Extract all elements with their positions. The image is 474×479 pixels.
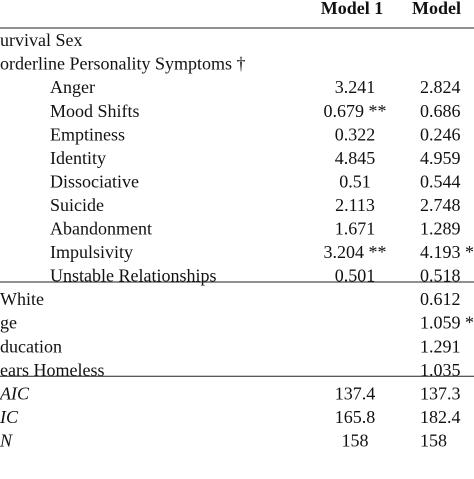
row-label: Abandonment (50, 219, 152, 239)
model2-cell: 158 (420, 430, 447, 450)
model2-cell: 2.748 (420, 195, 461, 215)
model2-cell: 1.059 * (420, 313, 474, 333)
row-label: urvival Sex (0, 30, 83, 50)
model2-cell: 182.4 (420, 407, 461, 427)
row-label: Impulsivity (50, 242, 133, 262)
row-label: ears Homeless (0, 360, 104, 380)
model2-cell: 4.959 (420, 148, 461, 168)
column-header: Model 1 (321, 0, 384, 18)
model1-cell: 158 (342, 430, 369, 450)
column-header: Model (412, 0, 461, 18)
model2-cell: 0.686 (420, 101, 461, 121)
model2-cell: 0.518 (420, 266, 461, 286)
model2-cell: 1.035 (420, 360, 461, 380)
row-label: N (0, 430, 13, 450)
model1-cell: 4.845 (335, 148, 376, 168)
model2-cell: 1.291 (420, 336, 461, 356)
row-label: IC (0, 407, 19, 427)
model1-cell: 2.113 (335, 195, 375, 215)
model1-cell: 0.679 ** (324, 101, 387, 121)
row-label: AIC (0, 383, 30, 403)
model1-cell: 3.241 (335, 77, 376, 97)
model2-cell: 0.544 (420, 171, 461, 191)
row-label: ducation (0, 336, 62, 356)
model2-cell: 0.246 (420, 124, 461, 144)
row-label: Dissociative (50, 171, 139, 191)
model2-cell: 1.289 (420, 219, 461, 239)
model1-cell: 165.8 (335, 407, 376, 427)
model1-cell: 0.51 (339, 171, 371, 191)
model1-cell: 0.322 (335, 124, 376, 144)
row-label: Anger (50, 77, 95, 97)
row-label: Unstable Relationships (50, 266, 216, 286)
model1-cell: 1.671 (335, 219, 376, 239)
row-label: ge (0, 313, 17, 333)
model2-cell: 0.612 (420, 289, 461, 309)
row-label: Mood Shifts (50, 101, 140, 121)
model1-cell: 137.4 (335, 383, 376, 403)
model2-cell: 4.193 * (420, 242, 474, 262)
model1-cell: 3.204 ** (324, 242, 387, 262)
model2-cell: 137.3 (420, 383, 461, 403)
model2-cell: 2.824 (420, 77, 461, 97)
model1-cell: 0.501 (335, 266, 376, 286)
row-label: Emptiness (50, 124, 125, 144)
row-label: White (0, 289, 44, 309)
row-label: Identity (50, 148, 106, 168)
row-label: Suicide (50, 195, 104, 215)
row-label: orderline Personality Symptoms † (0, 54, 245, 74)
